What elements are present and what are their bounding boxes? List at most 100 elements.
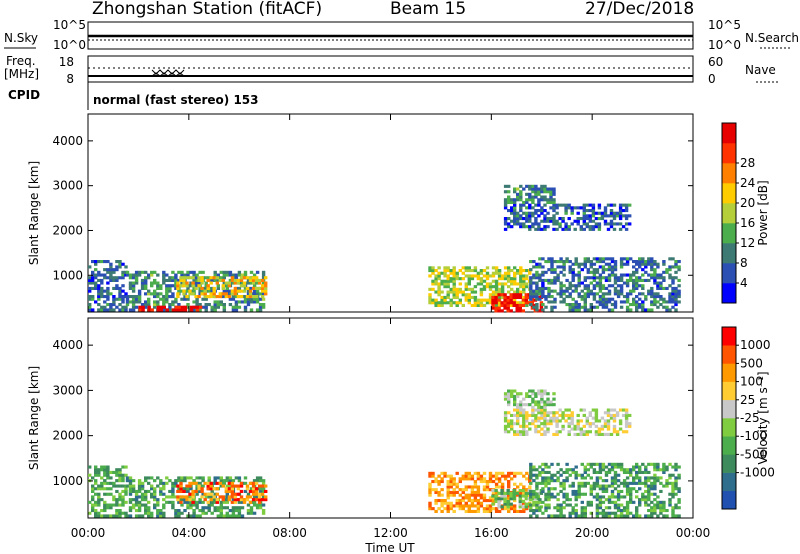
power-cell [176,292,180,296]
velocity-cell [583,511,587,515]
velocity-cell [567,422,571,426]
power-cell [482,269,487,273]
power-cell [564,209,568,213]
velocity-cell [207,503,211,507]
velocity-cell [509,502,513,506]
velocity-cell [653,476,657,480]
power-cell [165,286,169,290]
velocity-cell [503,491,507,495]
power-cell [535,281,539,285]
velocity-cell [183,509,187,513]
power-cell [503,206,508,210]
velocity-cell [528,480,532,484]
velocity-cell [644,484,648,488]
velocity-cell [537,405,541,409]
power-cell [206,286,210,290]
velocity-cell [261,495,266,499]
power-cell [174,286,178,290]
velocity-cell [503,502,507,506]
power-cell [455,277,459,281]
velocity-cell [243,481,248,485]
power-cell [582,206,586,210]
power-cell [180,308,185,312]
power-cell [529,297,533,301]
velocity-colorbar-tick-label: 25 [740,393,755,407]
velocity-cell [428,474,432,478]
velocity-cell [603,422,608,426]
power-cell [431,298,435,302]
velocity-cell [546,430,550,434]
velocity-cell [239,489,244,493]
power-cell [568,308,572,312]
power-colorbar-tick-label: 4 [740,276,748,290]
power-cell [100,292,104,296]
power-cell [662,278,666,282]
velocity-cell [535,500,539,504]
velocity-cell [176,489,180,493]
power-cell [513,217,517,221]
power-cell [607,289,612,293]
power-cell [534,203,538,207]
velocity-cell [428,501,432,505]
power-cell [653,260,657,264]
power-cell [224,292,228,296]
power-cell [674,286,678,290]
power-cell [246,278,251,282]
power-cell [621,225,626,229]
velocity-cell [558,408,562,412]
velocity-cell [94,500,98,504]
velocity-cell [189,476,193,480]
power-cell [109,273,113,277]
velocity-cell [525,411,529,415]
velocity-cell [534,424,538,428]
velocity-cell [219,503,223,507]
power-cell [203,295,207,299]
power-cell [601,270,606,274]
velocity-cell [546,397,550,401]
power-cell [503,184,508,188]
power-cell [162,278,166,282]
velocity-cell [609,432,614,436]
velocity-cell [647,489,651,493]
power-cell [641,286,645,290]
power-cell [261,297,266,301]
velocity-cell [535,468,539,472]
power-cell [528,195,532,199]
power-cell [443,298,447,302]
power-cell [653,262,657,266]
power-cell [464,269,468,273]
power-cell [625,300,630,304]
power-cell [629,257,633,261]
power-cell [198,281,202,285]
power-cell [574,308,578,312]
power-cell [88,278,92,282]
velocity-cell [428,488,432,492]
velocity-cell [541,470,545,474]
power-cell [606,227,611,231]
power-cell [638,265,642,269]
power-cell [449,287,453,291]
power-cell [437,293,441,297]
velocity-y-tick-label: 3000 [52,383,83,397]
velocity-cell [592,481,597,485]
power-cell [488,274,493,278]
power-cell [467,266,471,270]
velocity-cell [260,498,265,502]
power-cell [440,279,444,283]
power-cell [568,268,572,272]
power-cell [156,284,160,288]
velocity-cell [555,432,559,436]
velocity-cell [261,487,266,491]
power-cell [159,292,163,296]
velocity-cell [455,490,459,494]
power-cell [532,292,536,296]
velocity-cell [140,481,145,485]
power-cell [103,268,107,272]
power-cell [440,301,444,305]
velocity-cell [529,473,533,477]
velocity-cell [589,511,593,515]
power-cell [186,305,190,309]
velocity-cell [251,487,256,491]
power-cell [147,273,151,277]
power-cell [541,284,545,288]
